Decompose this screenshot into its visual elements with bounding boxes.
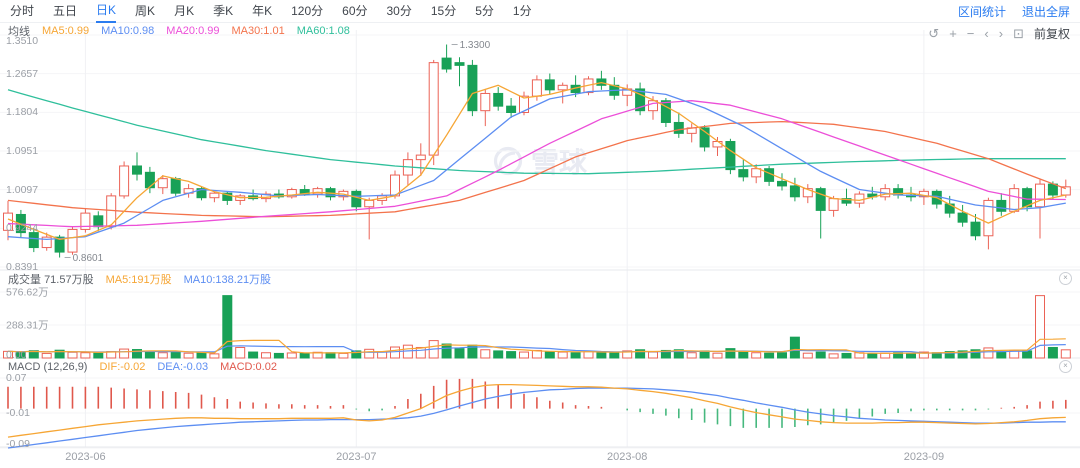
timeframe-tab-3[interactable]: 周K: [135, 3, 156, 18]
price-axis-label: 1.0097: [6, 183, 39, 196]
macd-legend-row: MACD (12,26,9) DIF:-0.02 DEA:-0.03 MACD:0.…: [0, 360, 1080, 373]
legend-item: MA5:191万股: [105, 273, 172, 286]
price-axis-label: 0.8391: [6, 261, 39, 273]
zoom-out-icon[interactable]: −: [966, 26, 975, 41]
price-axis-label: 1.0951: [6, 144, 39, 157]
ma-legend-row: 均线 MA5:0.99 MA10:0.98 MA20:0.99 MA30:1.01 MA…: [0, 24, 1080, 38]
volume-axis-label: 0.00: [6, 349, 27, 361]
price-axis-label: 1.3510: [6, 35, 39, 47]
legend-item: MA30:1.01: [231, 24, 285, 37]
reset-icon[interactable]: ↺: [928, 26, 940, 41]
timeframe-tabs: 分时 五日 日K 周K 月K 季K 年K 120分 60分 30分 15分 5分 1分: [0, 0, 532, 23]
timeframe-tab-8[interactable]: 60分: [342, 3, 368, 18]
price-adjust-mode[interactable]: 前复权: [1033, 27, 1070, 41]
timeframe-toolbar: 分时 五日 日K 周K 月K 季K 年K 120分 60分 30分 15分 5分 1分 区间统计 退出全…: [0, 0, 1080, 23]
timeframe-tab-2[interactable]: 日K: [96, 0, 117, 23]
volume-axis-label: 576.62万: [6, 286, 49, 299]
x-axis-label: 2023-06: [65, 451, 106, 463]
timeframe-tab-1[interactable]: 五日: [53, 3, 78, 18]
chart-controls: ↺ + − ‹ › ⊡ 前复权: [928, 25, 1070, 42]
zoom-in-icon[interactable]: +: [949, 26, 957, 41]
legend-item: MACD:0.02: [220, 360, 277, 373]
legend-item: MA10:0.98: [101, 24, 155, 37]
legend-item: MA60:1.08: [296, 24, 350, 37]
pan-left-icon[interactable]: ‹: [984, 26, 989, 41]
svg-text:1.3300: 1.3300: [460, 40, 491, 51]
exit-fullscreen-link[interactable]: 退出全屏: [1021, 4, 1070, 19]
close-macd-indicator-icon[interactable]: ×: [1059, 360, 1072, 373]
macd-axis-label: 0.07: [6, 372, 27, 384]
toolbar-links: 区间统计 退出全屏: [958, 3, 1080, 20]
timeframe-tab-11[interactable]: 5分: [475, 3, 494, 18]
timeframe-tab-12[interactable]: 1分: [512, 3, 532, 18]
volume-title: 成交量 71.57万股: [8, 273, 94, 286]
macd-title: MACD (12,26,9): [8, 360, 88, 373]
timeframe-tab-10[interactable]: 15分: [430, 3, 457, 18]
macd-axis-label: -0.09: [6, 438, 30, 450]
interval-stats-link[interactable]: 区间统计: [957, 4, 1006, 19]
ma-indicator-label: 均线: [8, 25, 30, 38]
x-axis-label: 2023-07: [336, 451, 377, 463]
timeframe-tab-5[interactable]: 季K: [213, 3, 234, 18]
volume-legend-row: 成交量 71.57万股 MA5:191万股 MA10:138.21万股 ×: [0, 272, 1080, 286]
price-axis-label: 0.9244: [6, 222, 39, 235]
timeframe-tab-7[interactable]: 120分: [291, 3, 324, 18]
timeframe-tab-0[interactable]: 分时: [10, 3, 35, 18]
timeframe-tab-6[interactable]: 年K: [252, 3, 273, 18]
legend-item: DEA:-0.03: [157, 360, 209, 373]
x-axis-label: 2023-09: [903, 451, 945, 463]
legend-item: MA10:138.21万股: [183, 273, 272, 286]
timeframe-tab-4[interactable]: 月K: [174, 3, 195, 18]
volume-axis-label: 288.31万: [6, 319, 49, 332]
pan-right-icon[interactable]: ›: [998, 26, 1004, 41]
legend-item: DIF:-0.02: [99, 360, 146, 373]
close-volume-indicator-icon[interactable]: ×: [1059, 272, 1072, 285]
macd-axis-label: -0.01: [6, 407, 30, 419]
x-axis-label: 2023-08: [607, 451, 648, 463]
svg-text:0.8601: 0.8601: [73, 253, 104, 264]
legend-item: MA5:0.99: [42, 24, 90, 37]
screenshot-icon[interactable]: ⊡: [1013, 26, 1024, 41]
xueqiu-logo-icon: [493, 146, 523, 176]
price-axis-label: 1.2657: [6, 67, 39, 80]
timeframe-tab-9[interactable]: 30分: [386, 3, 412, 18]
legend-item: MA20:0.99: [166, 24, 220, 37]
price-axis-label: 1.1804: [6, 106, 39, 119]
